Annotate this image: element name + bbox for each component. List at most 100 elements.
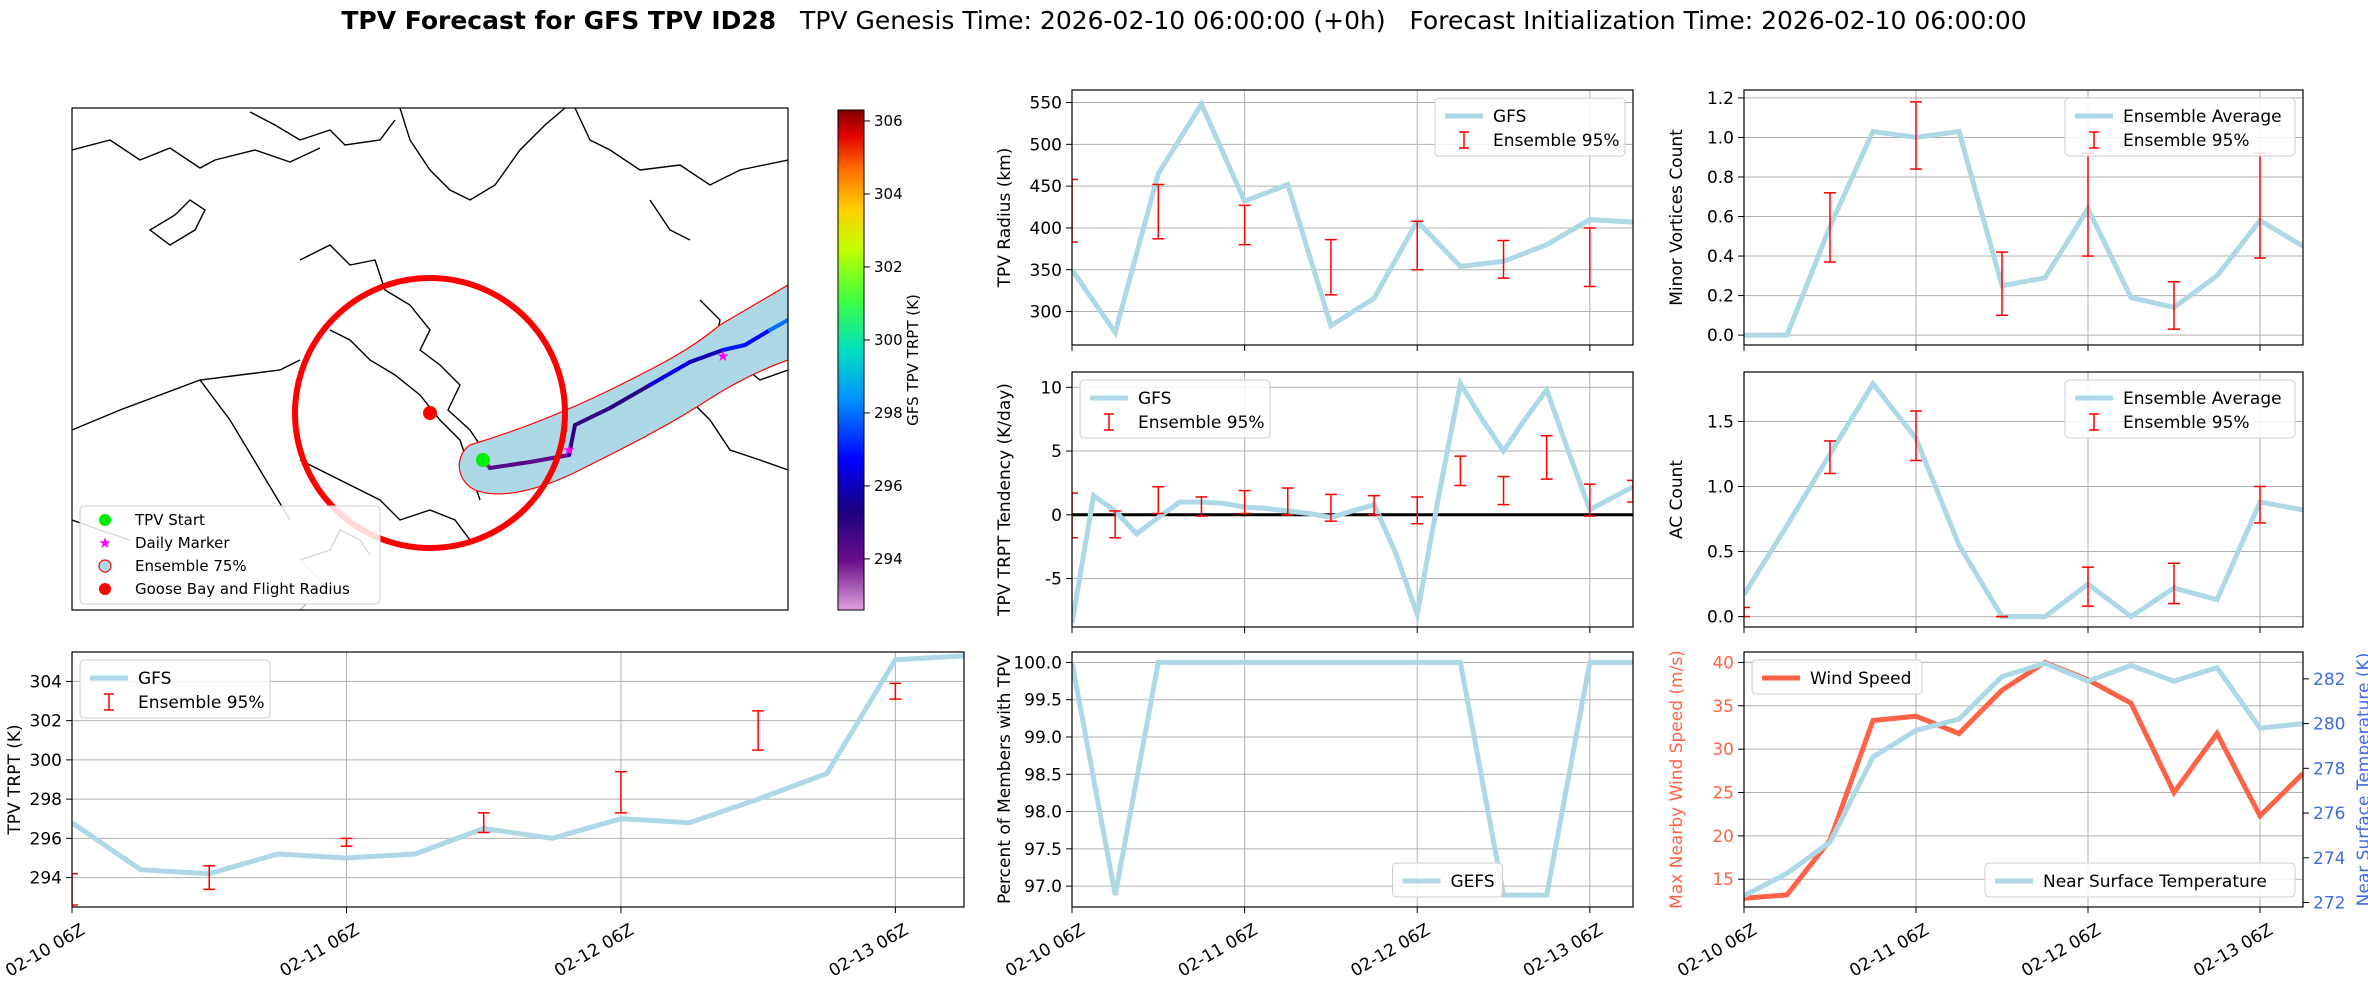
map-panel: ★ ★ TPV Start ★ Daily Marker Ensemble 75… bbox=[71, 107, 922, 611]
legend-label: Ensemble 95% bbox=[2123, 131, 2250, 151]
colorbar-tick-label: 300 bbox=[874, 331, 903, 349]
y-tick-label: 0.2 bbox=[1707, 287, 1734, 307]
y-axis-label: Percent of Members with TPV bbox=[995, 655, 1015, 904]
coastline-quebec bbox=[299, 459, 471, 541]
x-tick-label: 02-11 06Z bbox=[1846, 920, 1932, 981]
y-tick-label: 99.5 bbox=[1024, 691, 1062, 711]
y-axis-label-right: Near Surface Temperature (K) bbox=[2354, 653, 2368, 907]
chart-radius: 300 350 400 450 500 550 TPV Radius (km) GFS Ense… bbox=[995, 89, 1634, 351]
y-tick-label: 350 bbox=[1030, 261, 1062, 281]
legend-label: GFS bbox=[1493, 107, 1526, 127]
colorbar-tick-label: 306 bbox=[874, 112, 903, 130]
ensemble-95-errorbars bbox=[72, 682, 902, 906]
y-tick-label: 304 bbox=[30, 672, 62, 692]
chart-legend: Wind Speed bbox=[1751, 659, 1923, 695]
coastline-europe bbox=[689, 399, 788, 471]
y-tick-label-right: 282 bbox=[2313, 670, 2345, 690]
y-tick-label: 25 bbox=[1712, 784, 1734, 804]
legend-label: Wind Speed bbox=[1810, 669, 1911, 689]
legend-label: Ensemble Average bbox=[2123, 389, 2282, 409]
y-axis-label: TPV TRPT (K) bbox=[5, 724, 25, 835]
y-tick-label: 40 bbox=[1712, 653, 1734, 673]
y-tick-label: 294 bbox=[30, 869, 62, 889]
ensemble-95-errorbars bbox=[1744, 410, 2266, 618]
x-tick-label: 02-13 06Z bbox=[826, 920, 912, 981]
tpv-track-segment bbox=[768, 318, 788, 332]
chart-wind-temp: 15 20 25 30 35 40 272 274 276 278 280 282 Near Surfa… bbox=[1667, 650, 2368, 981]
x-tick-label: 02-11 06Z bbox=[277, 920, 363, 981]
axes-frame bbox=[71, 651, 965, 908]
legend-daily-marker-icon: ★ bbox=[98, 534, 111, 552]
title-genesis-time: TPV Genesis Time: 2026-02-10 06:00:00 (+… bbox=[800, 6, 1386, 35]
legend-ensemble-75-icon bbox=[98, 559, 112, 573]
x-tick-label: 02-12 06Z bbox=[551, 920, 637, 981]
y-tick-label: 97.5 bbox=[1024, 840, 1062, 860]
series-line-gefs bbox=[1072, 659, 1633, 898]
colorbar-ticks: 294 296 298 300 302 304 306 bbox=[864, 112, 903, 568]
x-tick-label: 02-10 06Z bbox=[1002, 920, 1088, 981]
colorbar-tick-label: 304 bbox=[874, 185, 903, 203]
legend-box bbox=[2064, 379, 2296, 439]
legend-box bbox=[1434, 97, 1626, 157]
ensemble-95-errorbars bbox=[1824, 101, 2266, 330]
legend-tpv-start-icon bbox=[99, 514, 111, 526]
y-tick-label: 1.0 bbox=[1707, 477, 1734, 497]
grid bbox=[1071, 652, 1633, 907]
x-tick-label: 02-13 06Z bbox=[2190, 920, 2276, 981]
legend-label: GEFS bbox=[1451, 872, 1495, 892]
chart-trpt: 294 296 298 300 302 304 02-10 06Z 02-11 06Z 02-1… bbox=[2, 651, 965, 981]
legend-tpv-start-label: TPV Start bbox=[134, 511, 205, 529]
series-line-ensemble-average bbox=[1744, 128, 2303, 338]
series-line-gfs bbox=[1072, 376, 1633, 625]
chart-legend: Ensemble Average Ensemble 95% bbox=[2064, 379, 2296, 439]
chart-legend: GFS Ensemble 95% bbox=[1434, 97, 1626, 157]
chart-legend: Near Surface Temperature bbox=[1984, 862, 2296, 898]
colorbar-tick-label: 294 bbox=[874, 550, 903, 568]
coastline-arctic-islands bbox=[214, 147, 321, 163]
ensemble-75-envelope bbox=[458, 284, 788, 495]
legend-ensemble-75-label: Ensemble 75% bbox=[135, 557, 247, 575]
tpv-track-segment bbox=[488, 460, 532, 470]
y-tick-label-right: 278 bbox=[2313, 759, 2345, 779]
y-tick-label: 35 bbox=[1712, 697, 1734, 717]
tpv-track-segment bbox=[743, 328, 772, 347]
y-axis-label: AC Count bbox=[1667, 460, 1687, 539]
legend-label: GFS bbox=[138, 669, 171, 689]
coastline-europe-north bbox=[574, 108, 788, 186]
grid bbox=[1071, 90, 1633, 345]
y-tick-label: 0.0 bbox=[1707, 608, 1734, 628]
axes-frame bbox=[1743, 89, 2304, 346]
y-tick-label: 0.5 bbox=[1707, 543, 1734, 563]
y-tick-label-right: 274 bbox=[2313, 849, 2345, 869]
y-tick-label: 10 bbox=[1040, 378, 1062, 398]
colorbar-tick-label: 298 bbox=[874, 404, 903, 422]
series-line-gfs bbox=[72, 653, 964, 877]
tpv-start-marker bbox=[476, 453, 490, 467]
y-tick-label-right: 280 bbox=[2313, 715, 2345, 735]
y-axis-label: TPV TRPT Tendency (K/day) bbox=[995, 383, 1015, 617]
colorbar-tick-label: 296 bbox=[874, 477, 903, 495]
y-tick-label: 500 bbox=[1030, 135, 1062, 155]
colorbar: 294 296 298 300 302 304 306 GFS TPV TRPT (K) bbox=[837, 109, 922, 611]
legend-box bbox=[2064, 97, 2296, 157]
y-tick-label: 0.6 bbox=[1707, 208, 1734, 228]
colorbar-tick-label: 302 bbox=[874, 258, 903, 276]
daily-marker-1: ★ bbox=[562, 441, 575, 459]
tpv-track bbox=[481, 318, 788, 470]
y-axis-label: TPV Radius (km) bbox=[995, 148, 1015, 289]
legend-daily-marker-label: Daily Marker bbox=[135, 534, 230, 552]
coastline-north-1 bbox=[249, 111, 396, 146]
y-tick-label: 5 bbox=[1051, 442, 1062, 462]
y-tick-label: 98.0 bbox=[1024, 803, 1062, 823]
coastline-greenland bbox=[399, 108, 566, 201]
x-tick-label: 02-12 06Z bbox=[1347, 920, 1433, 981]
title-storm-id: TPV Forecast for GFS TPV ID28 bbox=[341, 6, 777, 35]
legend-box bbox=[1984, 862, 2296, 898]
y-tick-label: 302 bbox=[30, 712, 62, 732]
y-tick-label: 1.5 bbox=[1707, 412, 1734, 432]
tpv-track-segment bbox=[721, 343, 747, 352]
series-line-ensemble-average bbox=[1744, 379, 2303, 620]
flight-radius-circle bbox=[292, 275, 568, 551]
y-tick-label: 15 bbox=[1712, 870, 1734, 890]
